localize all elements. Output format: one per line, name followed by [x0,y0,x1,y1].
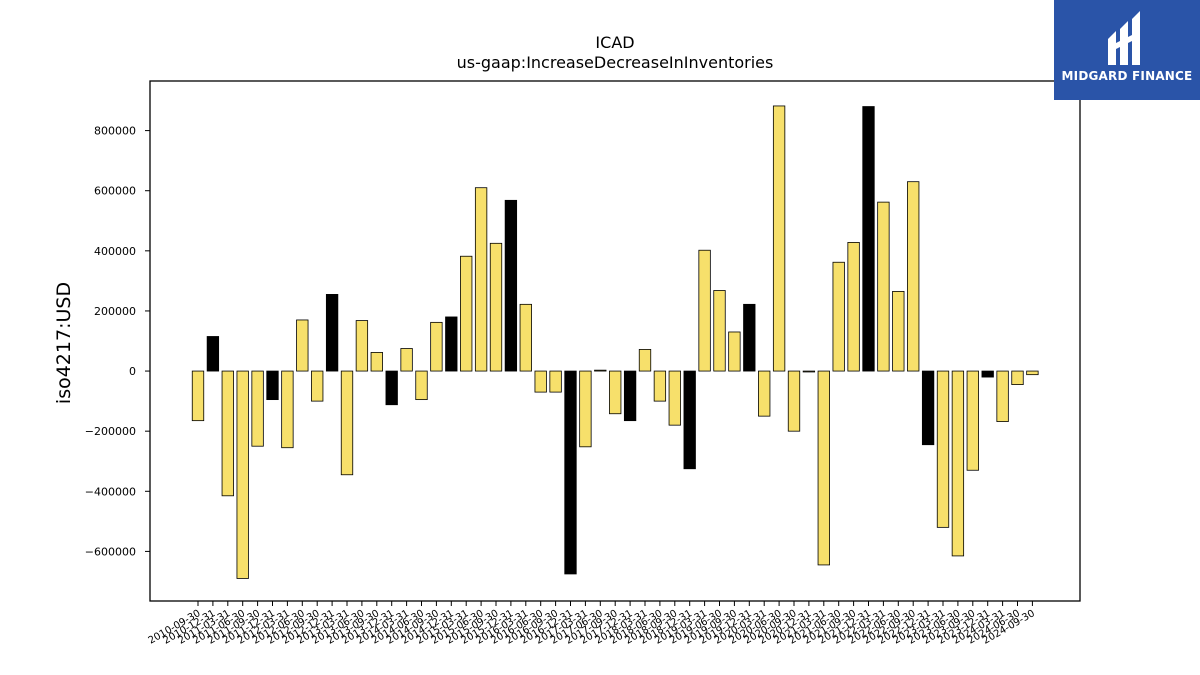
bar-2019-06-30 [713,290,726,372]
bars [191,105,1039,579]
bar-2014-03-31 [400,348,413,372]
bar-2017-09-30 [609,370,622,415]
bar-2017-03-31 [579,370,592,448]
bar-2015-09-30 [489,242,503,372]
bar-2024-03-31 [996,370,1009,422]
bar-2015-03-31 [460,255,473,372]
bar-2022-03-31 [877,201,890,372]
bar-2011-06-30 [236,370,249,579]
bar-2015-06-30 [474,187,488,372]
bar-2016-06-30 [534,370,547,393]
bar-2011-12-31 [266,370,279,401]
bar-2020-03-31 [758,370,771,417]
bar-2020-09-30 [787,370,801,432]
y-axis: −600000 −400000 −200000 0 200000 400000 600000… [85,125,150,558]
bar-2011-03-31 [221,370,234,497]
midgard-logo-icon [1108,11,1140,65]
bar-2020-06-30 [772,105,786,372]
bar-2017-12-31 [623,370,637,422]
bar-2015-12-31 [504,199,518,372]
bar-2014-06-30 [415,370,428,401]
bar-2021-06-30 [832,261,845,372]
bar-2012-12-31 [325,294,339,372]
bar-2012-09-30 [311,370,324,402]
bar-2019-09-30 [728,331,741,372]
bar-2023-03-31 [936,370,950,528]
bar-2018-09-30 [668,370,681,426]
bar-2023-09-30 [966,370,979,471]
bar-2017-06-30 [594,369,607,372]
y-tick-label: −600000 [85,545,136,558]
bar-2021-03-31 [817,370,830,566]
y-axis-label: iso4217:USD [53,282,75,404]
plot-frame [149,80,1081,602]
bar-2020-12-31 [802,370,816,373]
bar-2013-09-30 [370,352,383,372]
y-tick-label: 400000 [94,245,136,258]
bar-2024-09-30 [1026,370,1039,376]
y-tick-label: 0 [129,365,136,378]
bar-2010-12-31 [206,336,220,372]
bar-2011-09-30 [251,370,264,447]
bar-2012-03-31 [281,370,294,449]
bar-2019-12-31 [743,303,756,372]
chart-title: ICAD [595,33,634,52]
bar-2023-12-31 [981,370,994,378]
bar-2018-06-30 [653,370,667,402]
y-tick-label: −200000 [85,425,136,438]
bar-2022-12-31 [921,370,935,446]
bar-2022-06-30 [892,290,905,372]
bar-2018-12-31 [683,370,696,470]
y-tick-label: −400000 [85,485,136,498]
bar-2021-12-31 [862,106,875,372]
y-tick-label: 200000 [94,305,136,318]
bar-2013-12-31 [385,370,398,406]
bar-2019-03-31 [698,249,711,372]
bar-2016-12-31 [564,370,577,575]
y-tick-label: 800000 [94,125,136,138]
brand-logo: MIDGARD FINANCE [1054,0,1200,100]
bar-2023-06-30 [951,370,965,557]
bar-2014-09-30 [430,321,443,372]
bar-2024-06-30 [1011,370,1024,385]
x-axis: 2010-09-302010-12-312011-03-312011-06-30… [147,601,1037,647]
logo-text: MIDGARD FINANCE [1061,69,1193,83]
bar-2012-06-30 [296,319,309,372]
bar-2014-12-31 [445,316,458,372]
bar-2022-09-30 [907,181,920,372]
bar-2013-06-30 [355,320,369,372]
bar-2021-09-30 [847,242,860,372]
bar-2016-09-30 [549,370,562,393]
bar-2013-03-31 [340,370,354,476]
bar-2018-03-31 [638,349,652,372]
bar-2010-09-30 [191,370,205,422]
y-tick-label: 600000 [94,185,136,198]
chart-subtitle: us-gaap:IncreaseDecreaseInInventories [457,53,774,72]
bar-2016-03-31 [519,303,532,372]
